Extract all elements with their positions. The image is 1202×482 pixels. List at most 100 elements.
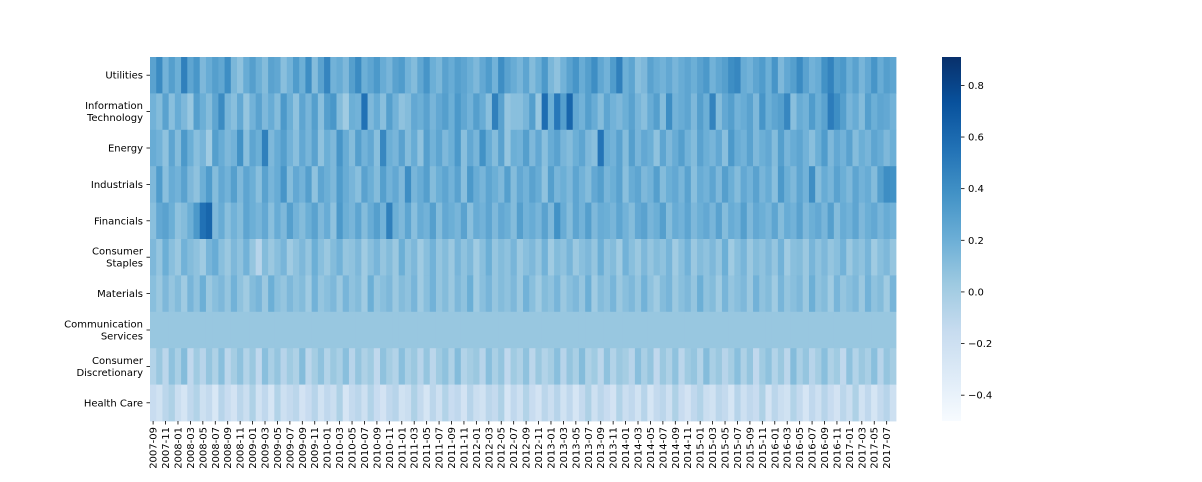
heatmap-cell xyxy=(448,239,456,276)
column-tick-label: 2008-03 xyxy=(186,427,197,469)
heatmap-cell xyxy=(665,202,673,240)
column-tick-label: 2010-07 xyxy=(360,427,371,469)
heatmap-cell xyxy=(218,129,225,167)
column-tick-label: 2010-01 xyxy=(323,427,334,469)
colorbar-tick-label: −0.4 xyxy=(968,391,992,402)
heatmap-cell xyxy=(398,239,406,276)
heatmap-cell xyxy=(796,275,804,313)
heatmap-cell xyxy=(665,311,673,349)
heatmap-cell xyxy=(355,57,362,94)
heatmap-cell xyxy=(703,311,710,349)
heatmap-cell xyxy=(454,384,462,422)
heatmap-cell xyxy=(610,57,617,94)
heatmap-cell xyxy=(193,166,201,203)
heatmap-cell xyxy=(808,311,816,349)
heatmap-cell xyxy=(156,348,163,385)
heatmap-cell xyxy=(243,129,250,167)
heatmap-cell xyxy=(765,93,773,131)
heatmap-cell xyxy=(435,275,443,313)
heatmap-cell xyxy=(311,311,319,349)
heatmap-cell xyxy=(150,348,157,385)
heatmap-cell xyxy=(560,93,567,131)
heatmap-cell xyxy=(523,202,530,240)
heatmap-cell xyxy=(597,348,605,385)
column-tick-label: 2015-05 xyxy=(721,427,732,469)
heatmap-cell xyxy=(504,93,511,131)
heatmap-cell xyxy=(659,166,667,203)
heatmap-cell xyxy=(516,239,524,276)
heatmap-cell xyxy=(224,275,232,313)
heatmap-cell xyxy=(212,311,219,349)
heatmap-cell xyxy=(255,239,263,276)
heatmap-cell xyxy=(348,239,356,276)
heatmap-cell xyxy=(790,384,797,422)
heatmap-cell xyxy=(734,93,741,131)
heatmap-cell xyxy=(330,384,337,422)
heatmap-cell xyxy=(827,239,835,276)
heatmap-cell xyxy=(373,348,381,385)
heatmap-cell xyxy=(560,129,567,167)
heatmap-cell xyxy=(473,239,480,276)
heatmap-cell xyxy=(305,202,313,240)
heatmap-cell xyxy=(174,57,182,94)
heatmap-cell xyxy=(212,93,219,131)
heatmap-cell xyxy=(261,129,269,167)
heatmap-cell xyxy=(715,166,723,203)
heatmap-cell xyxy=(597,202,605,240)
heatmap-cell xyxy=(336,93,344,131)
heatmap-cell xyxy=(802,311,810,349)
heatmap-cell xyxy=(442,311,449,349)
heatmap-cell xyxy=(504,239,511,276)
heatmap-cell xyxy=(740,202,748,240)
heatmap-cell xyxy=(597,129,605,167)
heatmap-cell xyxy=(268,275,275,313)
column-tick-label: 2015-07 xyxy=(733,427,744,469)
heatmap-cell xyxy=(150,275,157,313)
heatmap-cell xyxy=(634,129,642,167)
heatmap-cell xyxy=(560,384,567,422)
heatmap-cell xyxy=(771,166,779,203)
heatmap-cell xyxy=(709,166,717,203)
heatmap-cell xyxy=(796,384,804,422)
heatmap-cell xyxy=(429,57,437,94)
heatmap-cell xyxy=(578,129,586,167)
heatmap-cell xyxy=(709,129,717,167)
heatmap-cell xyxy=(821,166,829,203)
heatmap-cell xyxy=(808,275,816,313)
heatmap-cell xyxy=(740,275,748,313)
column-tick-label: 2009-01 xyxy=(248,427,259,469)
heatmap-cell xyxy=(448,275,456,313)
heatmap-cell xyxy=(336,129,344,167)
heatmap-cell xyxy=(585,348,592,385)
heatmap-cell xyxy=(342,166,350,203)
heatmap-cell xyxy=(380,202,387,240)
heatmap-cell xyxy=(777,129,785,167)
heatmap-cell xyxy=(541,129,549,167)
row-label-line: Technology xyxy=(86,113,143,124)
heatmap-cell xyxy=(622,129,630,167)
heatmap-cell xyxy=(274,129,281,167)
heatmap-cell xyxy=(237,348,244,385)
heatmap-cell xyxy=(554,239,561,276)
heatmap-cell xyxy=(311,275,319,313)
heatmap-cell xyxy=(566,311,574,349)
heatmap-cell xyxy=(249,384,257,422)
heatmap-cell xyxy=(429,384,437,422)
heatmap-cell xyxy=(827,166,835,203)
heatmap-cell xyxy=(690,166,698,203)
heatmap-cell xyxy=(423,311,431,349)
heatmap-cell xyxy=(697,129,704,167)
heatmap-cell xyxy=(237,93,244,131)
heatmap-cell xyxy=(597,166,605,203)
heatmap-cell xyxy=(759,93,766,131)
heatmap-cell xyxy=(361,202,368,240)
heatmap-cell xyxy=(852,348,860,385)
heatmap-cell xyxy=(603,129,611,167)
heatmap-cell xyxy=(802,384,810,422)
heatmap-cell xyxy=(292,311,300,349)
heatmap-cell xyxy=(386,57,393,94)
heatmap-cell xyxy=(404,348,412,385)
heatmap-cell xyxy=(827,311,835,349)
heatmap-cell xyxy=(423,129,431,167)
heatmap-cell xyxy=(784,129,791,167)
